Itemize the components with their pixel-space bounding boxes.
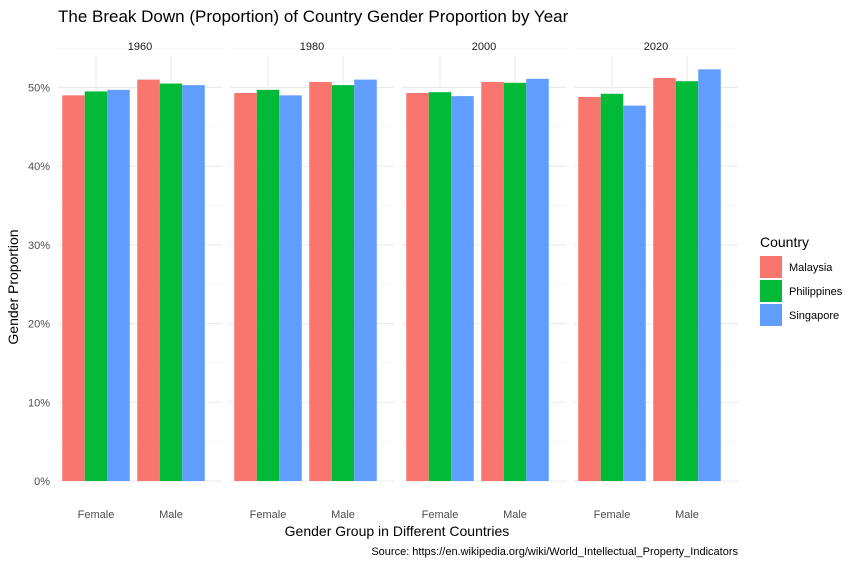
x-axis-title: Gender Group in Different Countries [285, 523, 510, 539]
legend: Country Malaysia Philippines Singapore [760, 234, 843, 326]
bar-philippines-female-2020 [600, 93, 624, 482]
bar-philippines-male-1960 [159, 83, 183, 481]
y-tick-label: 0% [34, 476, 50, 488]
legend-label-singapore: Singapore [789, 310, 839, 322]
facet-panel-2020: 2020 Female Male [574, 41, 738, 521]
y-tick-label: 10% [28, 397, 50, 409]
facet-label-2000: 2000 [472, 41, 496, 53]
bar-singapore-male-1960 [182, 85, 205, 482]
bar-philippines-female-1980 [256, 89, 280, 481]
y-tick-label: 50% [28, 82, 50, 94]
y-axis-title: Gender Proportion [5, 229, 21, 344]
x-tick-label: Male [159, 509, 183, 521]
x-tick-label: Female [78, 509, 115, 521]
bar-philippines-male-2000 [503, 82, 527, 481]
bar-singapore-male-1980 [354, 79, 377, 481]
bar-malaysia-female-2020 [578, 96, 601, 481]
chart-caption: Source: https://en.wikipedia.org/wiki/Wo… [371, 546, 738, 558]
bar-singapore-female-2000 [451, 96, 474, 481]
facet-panel-2000: 2000 Female Male [402, 41, 566, 521]
facet-label-2020: 2020 [644, 41, 668, 53]
y-tick-label: 30% [28, 240, 50, 252]
x-tick-label: Male [331, 509, 355, 521]
bar-singapore-female-1980 [279, 95, 302, 481]
x-tick-label: Female [594, 509, 631, 521]
chart-title: The Break Down (Proportion) of Country G… [58, 7, 569, 26]
bar-singapore-female-1960 [107, 89, 130, 481]
bar-singapore-male-2000 [526, 78, 549, 482]
x-tick-label: Male [675, 509, 699, 521]
x-tick-label: Female [250, 509, 287, 521]
facet-label-1980: 1980 [300, 41, 324, 53]
bar-malaysia-female-2000 [406, 92, 429, 482]
legend-label-malaysia: Malaysia [789, 262, 833, 274]
y-tick-label: 20% [28, 319, 50, 331]
y-axis-ticks: 0% 10% 20% 30% 40% 50% [28, 82, 50, 488]
bar-singapore-female-2020 [623, 105, 646, 481]
bar-malaysia-female-1980 [234, 92, 257, 482]
bar-philippines-female-1960 [84, 91, 108, 482]
bar-philippines-male-2020 [675, 81, 699, 482]
facet-panel-1960: 1960 Female Male [58, 41, 222, 521]
legend-key-malaysia [760, 256, 782, 278]
x-tick-label: Male [503, 509, 527, 521]
bar-malaysia-male-1960 [137, 79, 160, 481]
legend-key-singapore [760, 304, 782, 326]
bar-malaysia-male-2000 [481, 81, 504, 481]
x-tick-label: Female [422, 509, 459, 521]
legend-key-philippines [760, 280, 782, 302]
facet-panels: 1960 Female Male 1980 Female Male 2000 Female Ma… [28, 41, 738, 521]
legend-label-philippines: Philippines [789, 286, 843, 298]
legend-items: Malaysia Philippines Singapore [760, 256, 843, 326]
bar-singapore-male-2020 [698, 69, 721, 481]
facet-label-1960: 1960 [128, 41, 152, 53]
legend-title: Country [760, 234, 809, 250]
bar-malaysia-male-2020 [653, 78, 676, 481]
bar-philippines-male-1980 [331, 85, 355, 482]
y-tick-label: 40% [28, 161, 50, 173]
bar-malaysia-female-1960 [62, 95, 85, 481]
bar-philippines-female-2000 [428, 92, 452, 481]
bar-malaysia-male-1980 [309, 81, 332, 481]
facet-panel-1980: 1980 Female Male [230, 41, 394, 521]
